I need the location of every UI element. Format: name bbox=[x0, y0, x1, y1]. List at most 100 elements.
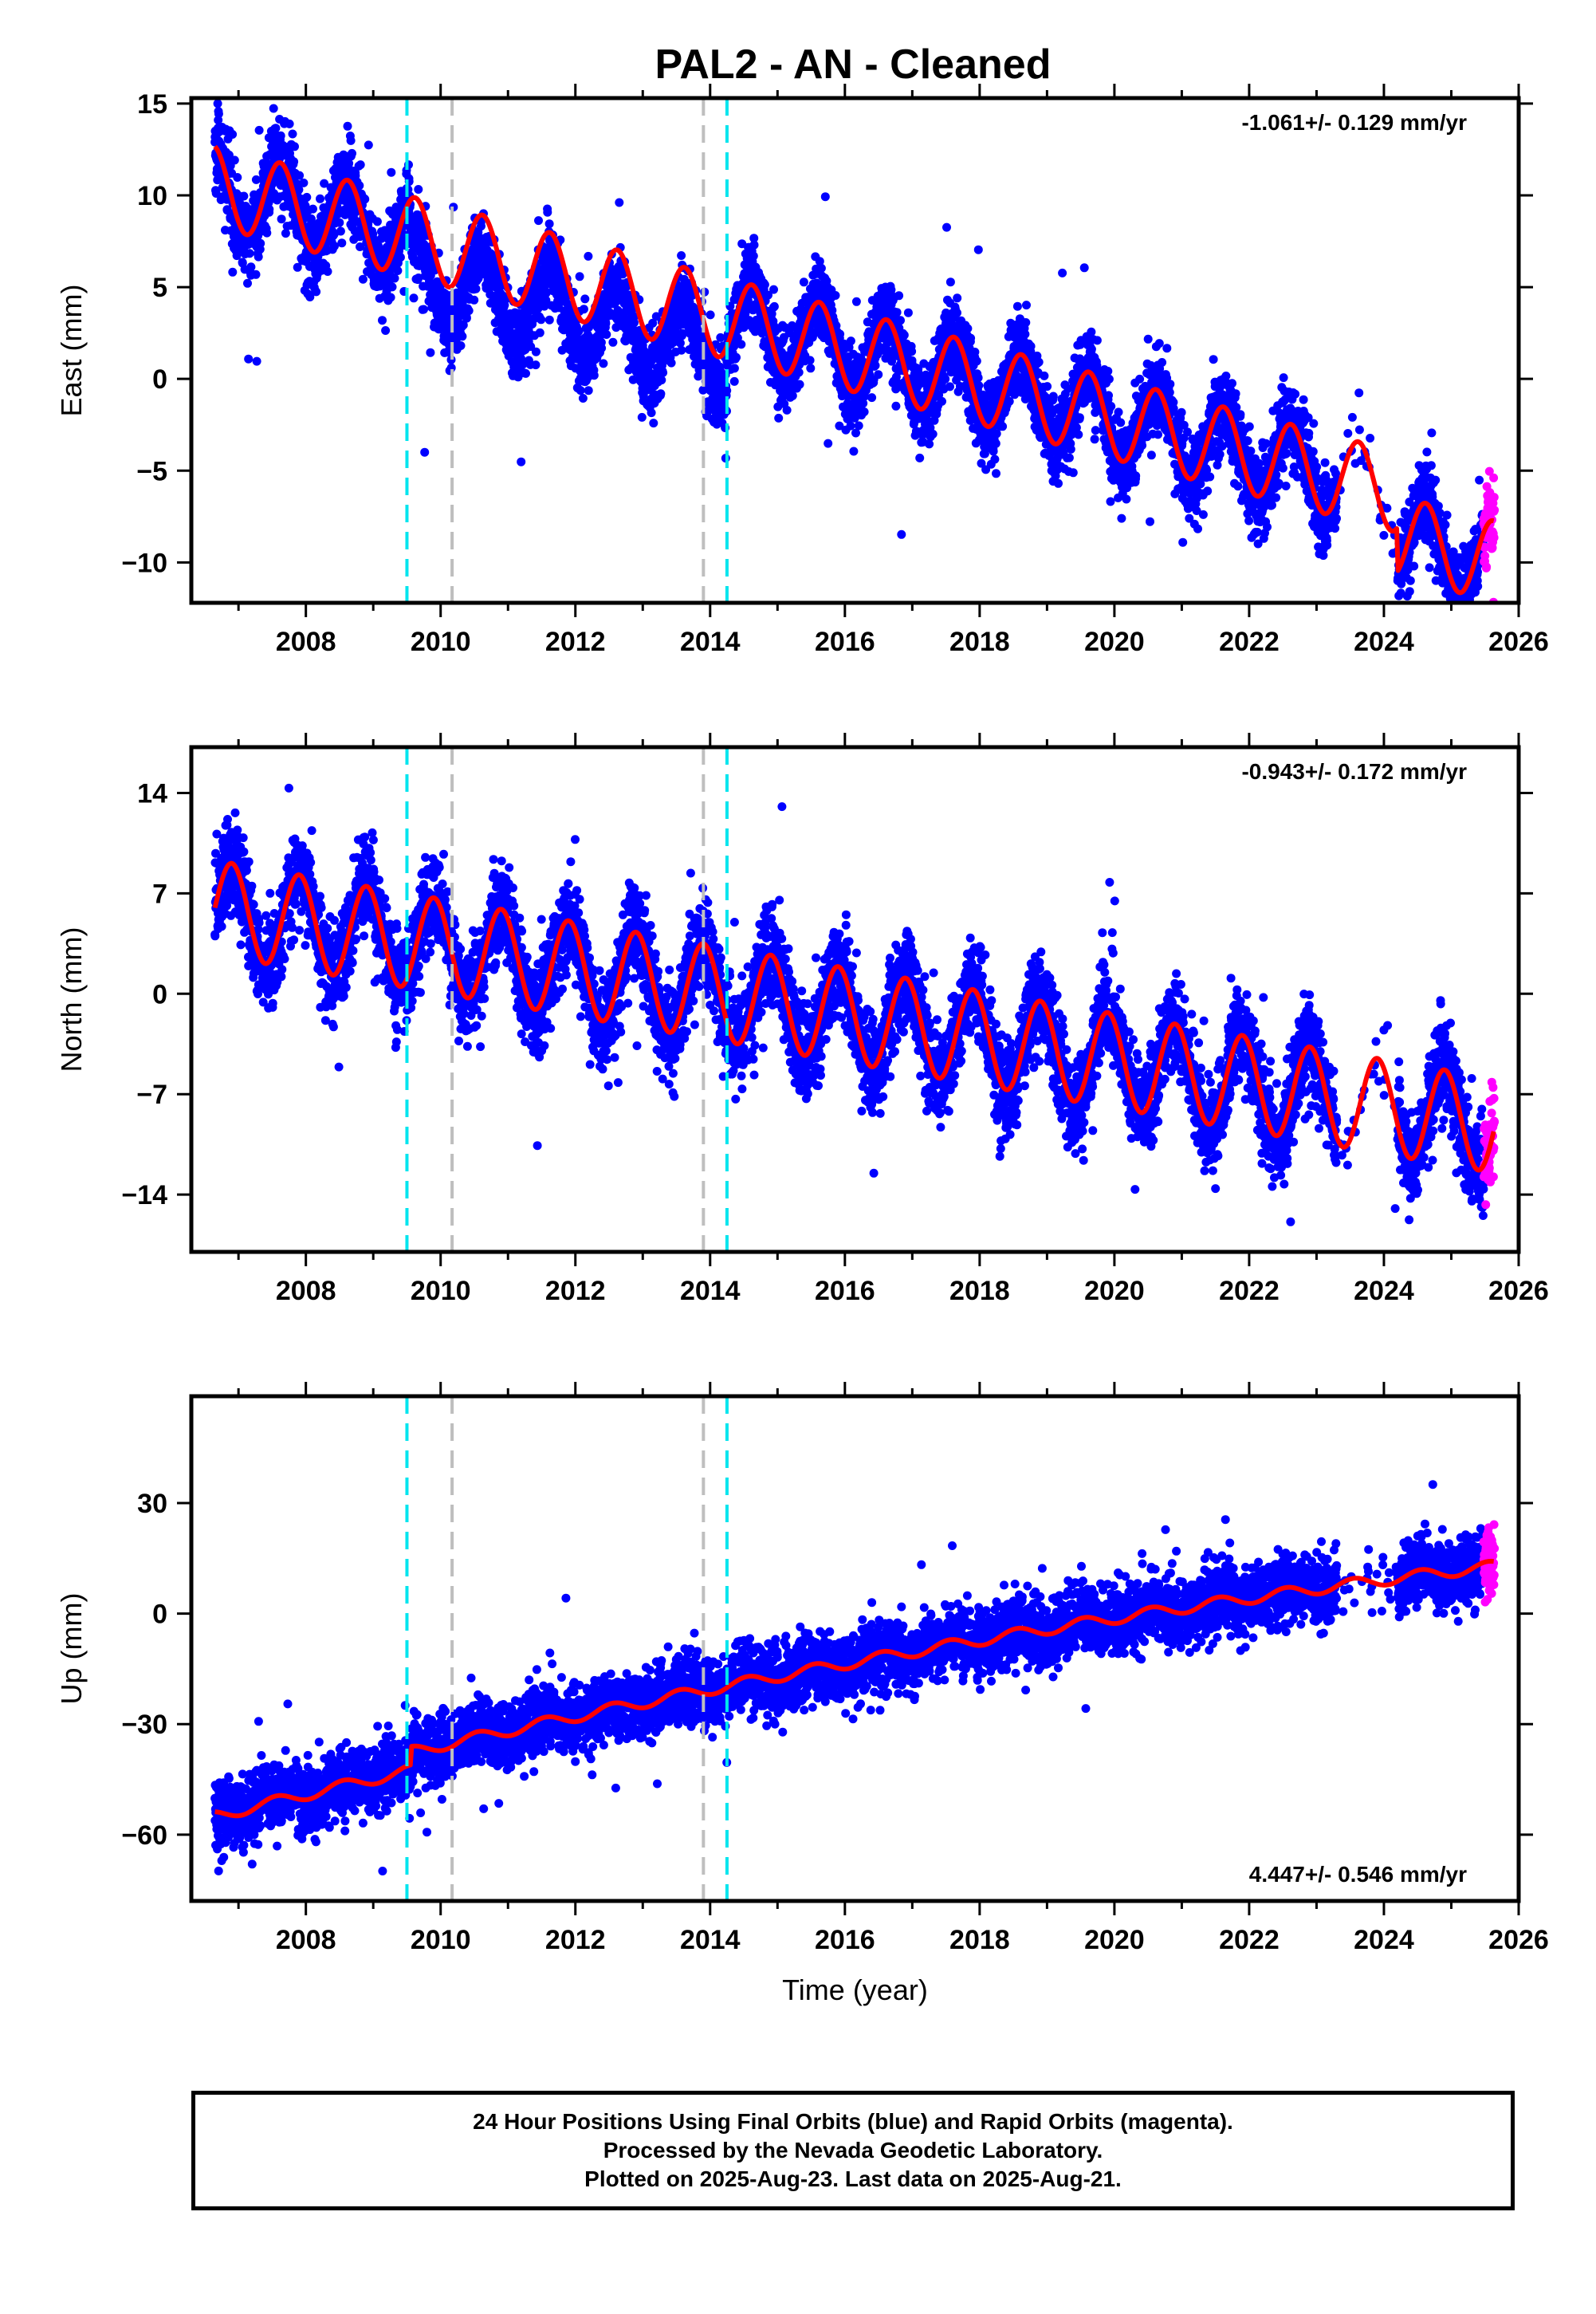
final-data-point bbox=[1022, 301, 1031, 310]
final-data-point bbox=[251, 270, 261, 279]
final-data-point bbox=[1068, 468, 1078, 478]
final-data-point bbox=[535, 328, 544, 337]
final-data-point bbox=[312, 287, 321, 297]
final-data-point bbox=[443, 347, 453, 356]
final-data-point bbox=[281, 229, 290, 238]
final-data-point bbox=[706, 310, 715, 320]
final-data-point bbox=[1066, 444, 1075, 454]
final-data-point bbox=[749, 240, 759, 250]
final-data-point bbox=[320, 179, 329, 188]
final-data-point bbox=[386, 293, 395, 302]
final-data-point bbox=[799, 277, 808, 287]
final-data-point bbox=[782, 405, 792, 415]
final-data-point bbox=[265, 204, 274, 214]
final-data-point bbox=[666, 358, 676, 368]
final-data-point bbox=[998, 422, 1008, 431]
final-data-point bbox=[658, 368, 668, 377]
final-data-point bbox=[1074, 430, 1083, 439]
final-data-point bbox=[239, 191, 249, 201]
final-data-point bbox=[245, 249, 254, 258]
chart-title: PAL2 - AN - Cleaned bbox=[655, 41, 1052, 88]
final-data-point bbox=[737, 340, 746, 349]
final-data-point bbox=[276, 131, 285, 140]
final-data-point bbox=[544, 219, 554, 229]
final-data-point bbox=[305, 293, 315, 301]
final-data-point bbox=[1040, 371, 1049, 380]
final-data-point bbox=[358, 274, 368, 284]
final-data-point bbox=[795, 380, 804, 389]
final-data-point bbox=[288, 129, 297, 139]
final-data-point bbox=[589, 371, 599, 380]
final-data-point bbox=[992, 469, 1000, 478]
final-data-point bbox=[608, 337, 618, 347]
final-data-point bbox=[244, 354, 254, 364]
final-data-point bbox=[816, 263, 826, 273]
final-data-point bbox=[580, 294, 590, 304]
final-data-point bbox=[1092, 336, 1102, 345]
final-data-point bbox=[1104, 391, 1113, 400]
final-data-point bbox=[990, 455, 1000, 464]
final-data-point bbox=[1021, 318, 1031, 327]
final-data-point bbox=[851, 297, 861, 306]
final-data-point bbox=[938, 396, 946, 406]
final-data-point bbox=[458, 332, 467, 341]
final-data-point bbox=[395, 253, 405, 262]
final-data-point bbox=[458, 321, 468, 330]
final-data-point bbox=[252, 356, 261, 366]
final-data-point bbox=[1106, 497, 1115, 506]
final-data-point bbox=[891, 401, 901, 411]
final-data-point bbox=[1026, 341, 1036, 351]
final-data-point bbox=[228, 130, 238, 139]
final-data-point bbox=[378, 316, 387, 325]
final-data-point bbox=[299, 178, 309, 187]
panel-east: 2008 2010 2012 2014 2016 2018 2020 2022 2024 2026… bbox=[55, 84, 1549, 657]
final-data-point bbox=[543, 207, 552, 217]
final-data-point bbox=[677, 345, 686, 355]
final-data-point bbox=[294, 185, 304, 195]
final-data-point bbox=[915, 453, 925, 462]
final-data-point bbox=[835, 329, 845, 339]
final-data-point bbox=[316, 194, 324, 203]
final-data-point bbox=[897, 529, 906, 539]
final-data-point bbox=[1114, 407, 1123, 417]
final-data-point bbox=[970, 348, 980, 356]
final-data-point bbox=[973, 245, 983, 254]
final-data-point bbox=[426, 348, 435, 357]
final-data-point bbox=[330, 242, 339, 251]
final-data-point bbox=[1079, 263, 1089, 273]
final-data-point bbox=[794, 368, 804, 377]
final-data-point bbox=[393, 266, 403, 275]
final-data-point bbox=[1020, 329, 1030, 339]
final-data-point bbox=[657, 376, 666, 385]
final-data-point bbox=[211, 189, 221, 198]
final-data-point bbox=[989, 447, 998, 456]
final-data-point bbox=[290, 142, 299, 152]
final-data-point bbox=[256, 238, 265, 248]
final-data-point bbox=[271, 124, 281, 133]
final-data-point bbox=[849, 447, 859, 456]
final-data-point bbox=[537, 315, 546, 325]
final-data-point bbox=[285, 119, 294, 128]
final-data-point bbox=[1064, 453, 1074, 462]
final-data-point bbox=[420, 447, 430, 457]
final-data-point bbox=[419, 305, 428, 314]
final-data-point bbox=[1012, 301, 1022, 311]
final-data-point bbox=[1087, 344, 1096, 354]
final-data-point bbox=[1103, 367, 1113, 376]
final-data-point bbox=[963, 324, 973, 333]
final-data-point bbox=[945, 277, 955, 287]
final-data-point bbox=[854, 421, 863, 431]
final-data-point bbox=[945, 382, 954, 392]
final-data-point bbox=[732, 352, 741, 362]
final-data-point bbox=[456, 341, 466, 350]
final-data-point bbox=[228, 267, 238, 277]
final-data-point bbox=[942, 222, 951, 232]
final-data-point bbox=[356, 160, 365, 170]
final-data-point bbox=[1075, 413, 1084, 423]
final-data-point bbox=[820, 192, 830, 202]
final-data-point bbox=[941, 374, 950, 384]
final-data-point bbox=[579, 305, 588, 314]
final-data-point bbox=[649, 419, 658, 428]
final-data-point bbox=[1058, 268, 1067, 277]
